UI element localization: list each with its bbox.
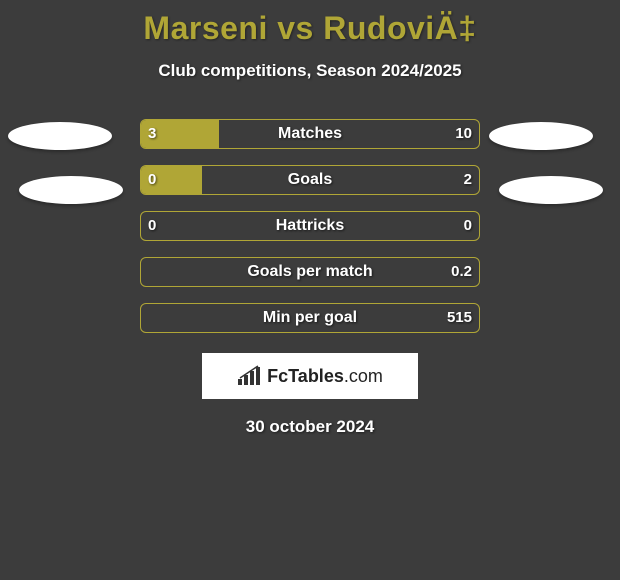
stat-row: Goals per match0.2 [0,257,620,287]
page-subtitle: Club competitions, Season 2024/2025 [0,61,620,81]
bars-icon [237,365,263,387]
bar-track [140,165,480,195]
bar-track [140,303,480,333]
bar-track [140,257,480,287]
comparison-chart: Matches310Goals02Hattricks00Goals per ma… [0,119,620,333]
logo: FcTables.com [237,365,383,387]
stat-row: Min per goal515 [0,303,620,333]
bar-track [140,119,480,149]
logo-text-light: .com [344,366,383,386]
decorative-oval [19,176,123,204]
footer-date: 30 october 2024 [0,417,620,437]
decorative-oval [499,176,603,204]
stat-row: Hattricks00 [0,211,620,241]
logo-text-bold: FcTables [267,366,344,386]
bar-fill [141,166,202,194]
decorative-oval [8,122,112,150]
logo-text: FcTables.com [267,366,383,387]
decorative-oval [489,122,593,150]
logo-box: FcTables.com [202,353,418,399]
bar-track [140,211,480,241]
bar-fill [141,120,219,148]
page-title: Marseni vs RudoviÄ‡ [0,0,620,47]
